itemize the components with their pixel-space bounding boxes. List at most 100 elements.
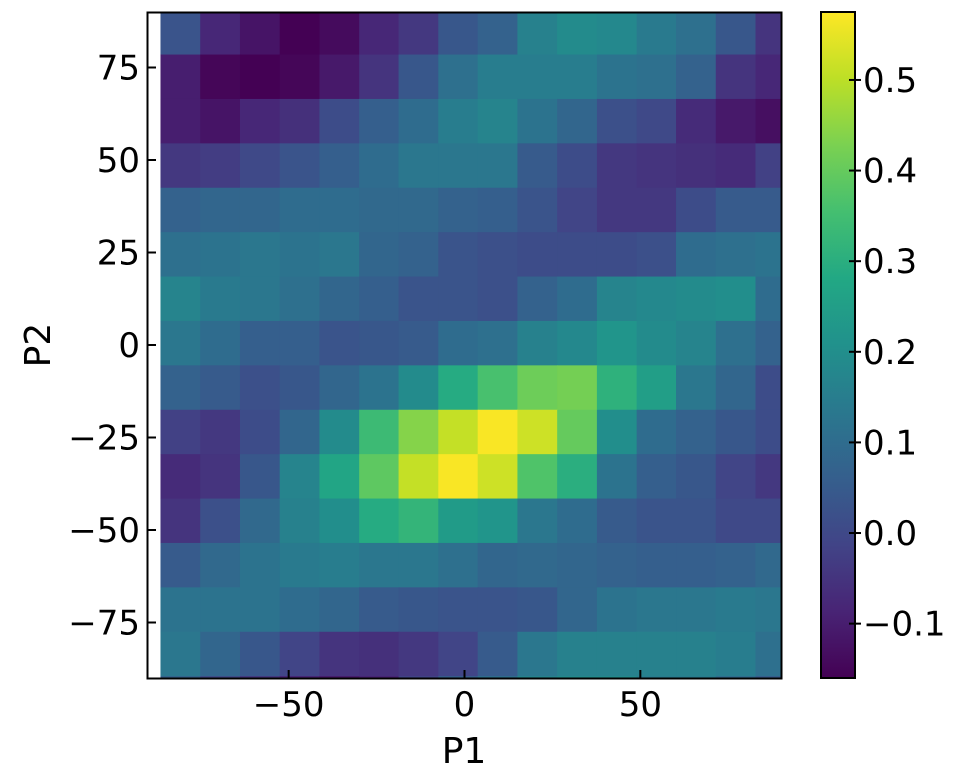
heatmap-cell bbox=[676, 587, 717, 633]
heatmap-cell bbox=[200, 587, 241, 633]
heatmap-cell bbox=[636, 631, 677, 677]
heatmap-cell bbox=[279, 542, 321, 588]
heatmap-cell bbox=[477, 365, 519, 411]
heatmap-cell bbox=[636, 320, 677, 366]
heatmap-cell bbox=[636, 676, 677, 679]
colorbar-tick-label: −0.1 bbox=[863, 605, 946, 645]
heatmap-cell bbox=[200, 631, 241, 677]
heatmap-cell bbox=[279, 187, 321, 233]
heatmap-cell bbox=[517, 12, 558, 56]
heatmap-cell bbox=[200, 365, 241, 411]
colorbar-tick-label: 0.3 bbox=[863, 242, 917, 282]
heatmap-cell bbox=[438, 12, 479, 56]
heatmap-cell bbox=[517, 98, 558, 144]
heatmap-cell bbox=[715, 542, 757, 588]
heatmap-cell bbox=[477, 409, 519, 455]
heatmap-cell bbox=[398, 54, 439, 100]
colorbar-tick-label: 0.1 bbox=[863, 423, 917, 463]
heatmap-cell bbox=[319, 276, 360, 322]
heatmap-cell bbox=[200, 409, 241, 455]
heatmap-cell bbox=[676, 187, 717, 233]
heatmap-cell bbox=[596, 587, 638, 633]
x-tick-label: 0 bbox=[454, 685, 476, 725]
heatmap-cell bbox=[596, 498, 638, 544]
heatmap-cell bbox=[596, 409, 638, 455]
heatmap-cell bbox=[596, 454, 638, 500]
heatmap-cell bbox=[279, 454, 321, 500]
heatmap-cell bbox=[636, 54, 677, 100]
heatmap-cell bbox=[398, 587, 439, 633]
heatmap-cell bbox=[477, 54, 519, 100]
heatmap-cell bbox=[755, 187, 782, 233]
heatmap-cell bbox=[160, 12, 201, 56]
heatmap-cell bbox=[239, 12, 281, 56]
heatmap-cell bbox=[517, 187, 558, 233]
heatmap-cell bbox=[596, 12, 638, 56]
heatmap-cell bbox=[438, 676, 479, 679]
heatmap-cell bbox=[715, 98, 757, 144]
heatmap-cell bbox=[200, 676, 241, 679]
heatmap-cell bbox=[755, 143, 782, 189]
heatmap-cell bbox=[319, 54, 360, 100]
heatmap-cell bbox=[359, 187, 400, 233]
heatmap-cell bbox=[319, 320, 360, 366]
heatmap-cell bbox=[517, 587, 558, 633]
heatmap-cell bbox=[160, 320, 201, 366]
heatmap-cell bbox=[755, 409, 782, 455]
heatmap-cell bbox=[676, 12, 717, 56]
heatmap-cell bbox=[676, 365, 717, 411]
heatmap-cell bbox=[715, 498, 757, 544]
heatmap-cell bbox=[200, 454, 241, 500]
heatmap-cell bbox=[160, 187, 201, 233]
heatmap-cell bbox=[398, 187, 439, 233]
heatmap-cell bbox=[160, 587, 201, 633]
heatmap-cell bbox=[200, 187, 241, 233]
heatmap-cell bbox=[517, 454, 558, 500]
colorbar bbox=[821, 12, 855, 678]
heatmap-cell bbox=[557, 232, 598, 278]
x-axis: −50 0 50 bbox=[253, 670, 662, 725]
heatmap-cell bbox=[398, 454, 439, 500]
heatmap-cell bbox=[359, 365, 400, 411]
heatmap-cell bbox=[676, 98, 717, 144]
heatmap-cell bbox=[438, 276, 479, 322]
heatmap-cell bbox=[477, 143, 519, 189]
heatmap-cell bbox=[438, 98, 479, 144]
heatmap-cell bbox=[636, 187, 677, 233]
heatmap-cell bbox=[596, 631, 638, 677]
heatmap-cell bbox=[596, 54, 638, 100]
heatmap-cell bbox=[319, 454, 360, 500]
heatmap-cell bbox=[755, 54, 782, 100]
heatmap-cell bbox=[557, 365, 598, 411]
heatmap-cell bbox=[319, 587, 360, 633]
heatmap-cell bbox=[200, 54, 241, 100]
y-tick-label: 25 bbox=[97, 234, 140, 274]
heatmap-cell bbox=[636, 98, 677, 144]
heatmap-cell bbox=[676, 320, 717, 366]
heatmap-cell bbox=[715, 232, 757, 278]
heatmap-cell bbox=[596, 143, 638, 189]
heatmap-cell bbox=[477, 631, 519, 677]
heatmap-cell bbox=[160, 631, 201, 677]
heatmap-cell bbox=[557, 143, 598, 189]
heatmap-cell bbox=[319, 232, 360, 278]
heatmap-cell bbox=[477, 12, 519, 56]
heatmap-cell bbox=[755, 676, 782, 679]
heatmap-cell bbox=[359, 276, 400, 322]
heatmap-cell bbox=[239, 587, 281, 633]
heatmap-cell bbox=[279, 676, 321, 679]
heatmap-cell bbox=[160, 143, 201, 189]
heatmap-cell bbox=[596, 320, 638, 366]
heatmap-cell bbox=[239, 676, 281, 679]
heatmap-cell bbox=[715, 409, 757, 455]
heatmap-cell bbox=[557, 676, 598, 679]
heatmap-cell bbox=[755, 542, 782, 588]
y-axis-label: P2 bbox=[18, 323, 59, 368]
heatmap-cell bbox=[676, 542, 717, 588]
heatmap-cell bbox=[279, 232, 321, 278]
heatmap-cell bbox=[239, 187, 281, 233]
heatmap-cell bbox=[596, 542, 638, 588]
heatmap-cell bbox=[239, 98, 281, 144]
heatmap-cell bbox=[239, 498, 281, 544]
y-axis: −75 −50 −25 0 25 50 75 bbox=[68, 49, 156, 644]
